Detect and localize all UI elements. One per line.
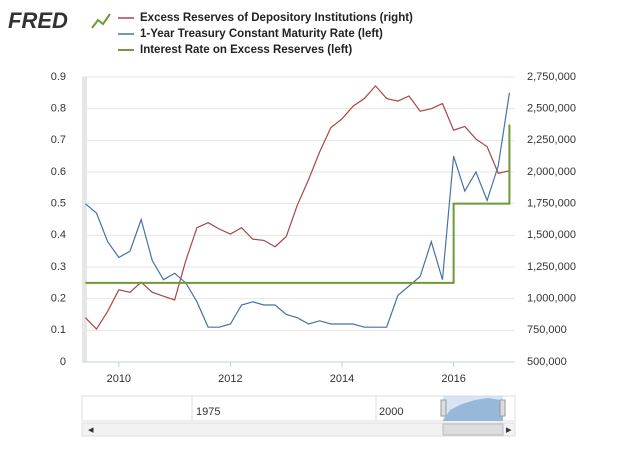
legend-label: 1-Year Treasury Constant Maturity Rate (… bbox=[140, 28, 383, 40]
y2-tick-label: 2,500,000 bbox=[527, 103, 576, 115]
scroll-left[interactable]: ◂ bbox=[88, 424, 94, 436]
y2-tick-label: 2,250,000 bbox=[527, 134, 576, 146]
series-line bbox=[85, 124, 511, 284]
y-tick-label: 0.4 bbox=[51, 229, 66, 241]
y2-tick-label: 1,750,000 bbox=[527, 198, 576, 210]
navigator-label: 1975 bbox=[196, 406, 220, 418]
navigator-series bbox=[443, 398, 503, 421]
y-tick-label: 0.6 bbox=[51, 166, 66, 178]
navigator-handle[interactable] bbox=[499, 399, 506, 417]
legend-label: Interest Rate on Excess Reserves (left) bbox=[140, 44, 352, 56]
y-tick-label: 0.7 bbox=[51, 134, 66, 146]
scrollbar-track[interactable] bbox=[81, 422, 516, 437]
y2-tick-label: 1,250,000 bbox=[527, 261, 576, 273]
x-tick-label: 2014 bbox=[330, 373, 354, 385]
series-line bbox=[84, 92, 511, 328]
y2-tick-label: 500,000 bbox=[527, 356, 567, 368]
navigator-handle[interactable] bbox=[440, 399, 447, 417]
scroll-right[interactable]: ▸ bbox=[506, 424, 512, 436]
y2-tick-label: 2,000,000 bbox=[527, 166, 576, 178]
logo-icon bbox=[91, 13, 111, 29]
y-tick-label: 0.5 bbox=[51, 198, 66, 210]
range-edge bbox=[82, 77, 87, 362]
legend-label: Excess Reserves of Depository Institutio… bbox=[140, 12, 413, 24]
y2-tick-label: 1,000,000 bbox=[527, 293, 576, 305]
y-tick-label: 0.3 bbox=[51, 261, 66, 273]
brand-logo: FRED bbox=[8, 8, 68, 33]
x-tick-label: 2010 bbox=[107, 373, 131, 385]
y-tick-label: 0.9 bbox=[51, 71, 66, 83]
series-line bbox=[84, 84, 510, 331]
navigator[interactable]: ◂ ▸ 1975 2000 bbox=[81, 395, 516, 437]
y2-tick-label: 1,500,000 bbox=[527, 229, 576, 241]
y-tick-label: 0.2 bbox=[51, 293, 66, 305]
navigator-label: 2000 bbox=[379, 406, 403, 418]
y-tick-label: 0 bbox=[60, 356, 66, 368]
y2-tick-label: 2,750,000 bbox=[527, 71, 576, 83]
scrollbar-thumb[interactable] bbox=[442, 423, 504, 436]
x-tick-label: 2012 bbox=[218, 373, 242, 385]
x-tick-label: 2016 bbox=[441, 373, 465, 385]
y-tick-label: 0.1 bbox=[51, 324, 66, 336]
y-tick-label: 0.8 bbox=[51, 103, 66, 115]
y2-tick-label: 750,000 bbox=[527, 324, 567, 336]
